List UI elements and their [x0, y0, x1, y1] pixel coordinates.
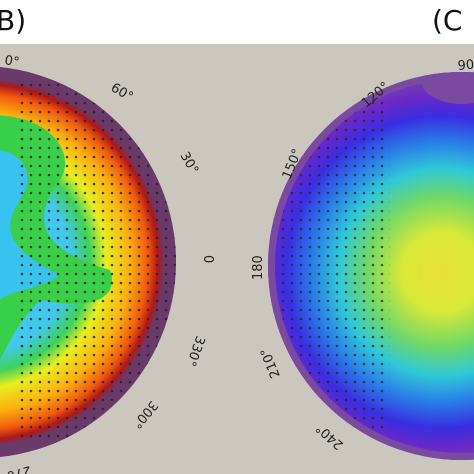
angle-label: 0° [3, 53, 20, 70]
angle-label: 0 [200, 255, 215, 263]
angle-label: 180 [251, 255, 266, 280]
panel-label: B) [0, 4, 26, 37]
panel-label: (C [432, 4, 462, 37]
map-c [268, 72, 474, 460]
angle-label: 270° [0, 462, 33, 474]
angle-label: 90 [457, 58, 474, 74]
